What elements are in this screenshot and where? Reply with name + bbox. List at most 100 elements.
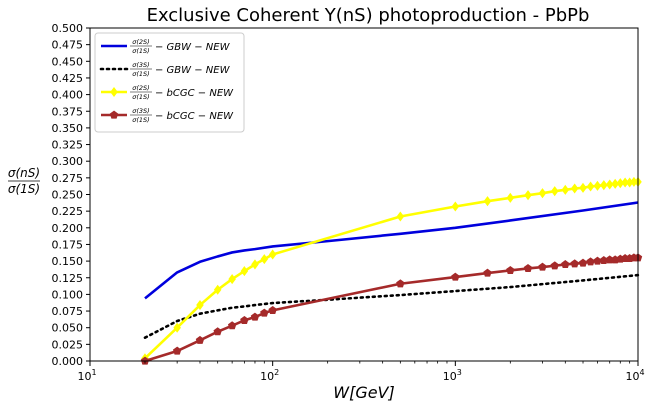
data-point xyxy=(524,190,532,201)
data-point xyxy=(586,181,595,192)
y-tick-label: 0.150 xyxy=(52,255,84,268)
data-point xyxy=(195,335,205,344)
y-tick-label: 0.300 xyxy=(52,155,84,168)
legend-numerator: σ(3S) xyxy=(132,107,149,115)
data-point xyxy=(593,180,602,191)
data-point xyxy=(251,259,259,270)
legend-entry: σ(2S)σ(1S) − bCGC − NEW xyxy=(101,84,234,101)
data-point xyxy=(196,300,204,311)
y-tick-label: 0.100 xyxy=(52,288,84,301)
data-point xyxy=(483,268,492,277)
legend-label: − bCGC − NEW xyxy=(155,88,234,99)
data-point xyxy=(240,266,249,277)
data-point xyxy=(173,322,181,333)
y-axis-label-denominator: σ(1S) xyxy=(8,182,40,196)
data-point xyxy=(578,258,588,267)
y-tick-label: 0.425 xyxy=(52,72,84,85)
data-point xyxy=(213,327,222,336)
data-point xyxy=(250,312,260,321)
y-tick-label: 0.325 xyxy=(52,139,84,152)
legend-denominator: σ(1S) xyxy=(132,116,149,124)
legend-marker xyxy=(110,86,118,98)
series-1 xyxy=(144,201,639,300)
data-point xyxy=(538,262,547,271)
y-tick-label: 0.350 xyxy=(52,122,84,135)
data-point xyxy=(260,308,269,317)
legend-entry: σ(2S)σ(1S) − GBW − NEW xyxy=(101,38,231,55)
axes: 0.000 0.025 0.050 0.075 0.100 0.125 0.150 0.175… xyxy=(52,22,645,383)
x-tick-label: 104 xyxy=(625,368,644,383)
legend-denominator: σ(1S) xyxy=(132,47,149,55)
data-point xyxy=(538,188,547,199)
data-point xyxy=(550,186,559,197)
y-tick-label: 0.050 xyxy=(52,322,84,335)
data-point xyxy=(605,179,614,190)
plot-area xyxy=(140,176,643,365)
x-tick-label: 103 xyxy=(443,368,462,383)
x-axis-label: W[GeV] xyxy=(333,383,395,402)
data-point xyxy=(451,201,460,212)
y-tick-label: 0.125 xyxy=(52,272,84,285)
data-point xyxy=(561,260,570,268)
legend-marker xyxy=(109,110,119,119)
y-tick-label: 0.475 xyxy=(52,39,84,52)
data-point xyxy=(570,183,579,194)
data-point xyxy=(396,279,405,288)
y-tick-label: 0.500 xyxy=(52,22,84,35)
legend-label: − GBW − NEW xyxy=(155,42,231,53)
data-point xyxy=(506,266,515,274)
data-point xyxy=(451,272,460,281)
series-line xyxy=(143,273,640,339)
y-tick-label: 0.250 xyxy=(52,189,84,202)
data-point xyxy=(228,274,236,285)
data-point xyxy=(561,184,570,195)
data-point xyxy=(396,211,405,222)
legend-denominator: σ(1S) xyxy=(132,93,149,101)
data-point xyxy=(523,264,533,272)
y-tick-label: 0.025 xyxy=(52,338,84,351)
legend-label: − GBW − NEW xyxy=(155,65,231,76)
legend-numerator: σ(3S) xyxy=(132,61,149,69)
y-tick-label: 0.175 xyxy=(52,238,84,251)
x-tick-label: 102 xyxy=(260,368,279,383)
y-tick-label: 0.000 xyxy=(52,355,84,368)
y-axis-label-numerator: σ(nS) xyxy=(8,166,40,180)
series-2 xyxy=(143,273,640,339)
legend-numerator: σ(2S) xyxy=(132,38,149,46)
data-point xyxy=(268,249,277,260)
legend-numerator: σ(2S) xyxy=(132,84,149,92)
data-point xyxy=(593,256,602,265)
x-tick-label: 101 xyxy=(77,368,96,383)
data-point xyxy=(506,192,515,203)
y-tick-label: 0.225 xyxy=(52,205,84,218)
y-tick-label: 0.400 xyxy=(52,89,84,102)
data-point xyxy=(260,254,269,265)
data-point xyxy=(213,284,222,295)
legend-label: − bCGC − NEW xyxy=(155,111,234,122)
series-4 xyxy=(140,253,643,365)
legend-denominator: σ(1S) xyxy=(132,70,149,78)
data-point xyxy=(586,257,595,266)
data-point xyxy=(227,321,237,330)
data-point xyxy=(172,346,182,355)
legend-box xyxy=(94,32,245,133)
data-point xyxy=(550,261,559,270)
y-tick-label: 0.275 xyxy=(52,172,84,185)
data-point xyxy=(579,182,587,193)
data-point xyxy=(570,259,579,268)
series-line xyxy=(144,201,639,300)
chart-title: Exclusive Coherent Υ(nS) photoproduction… xyxy=(147,5,590,26)
y-tick-label: 0.450 xyxy=(52,55,84,68)
y-tick-label: 0.375 xyxy=(52,105,84,118)
legend-entry: σ(3S)σ(1S) − GBW − NEW xyxy=(99,61,231,78)
data-point xyxy=(268,305,277,314)
y-axis-label: σ(nS) σ(1S) xyxy=(8,166,40,196)
series-3 xyxy=(141,176,642,364)
data-point xyxy=(600,180,608,191)
y-tick-label: 0.075 xyxy=(52,305,84,318)
y-tick-label: 0.200 xyxy=(52,222,84,235)
data-point xyxy=(240,315,249,324)
